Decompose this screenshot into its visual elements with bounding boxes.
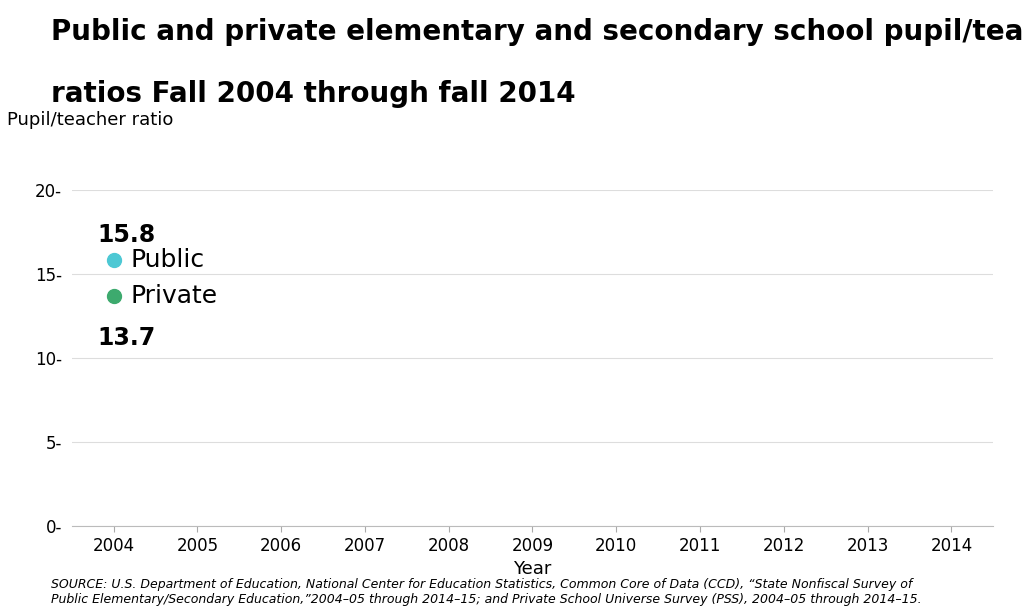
Text: ratios Fall 2004 through fall 2014: ratios Fall 2004 through fall 2014 (51, 80, 575, 108)
Text: Pupil/teacher ratio: Pupil/teacher ratio (7, 111, 173, 129)
Text: Public and private elementary and secondary school pupil/teacher: Public and private elementary and second… (51, 18, 1024, 47)
Text: 13.7: 13.7 (97, 326, 156, 350)
Text: Public: Public (130, 248, 205, 272)
X-axis label: Year: Year (513, 561, 552, 578)
Text: 15.8: 15.8 (97, 223, 156, 247)
Text: SOURCE: U.S. Department of Education, National Center for Education Statistics, : SOURCE: U.S. Department of Education, Na… (51, 578, 922, 606)
Text: Private: Private (130, 284, 217, 308)
